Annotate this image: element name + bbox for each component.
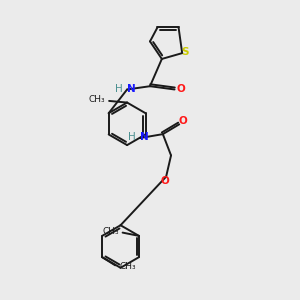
Text: H: H xyxy=(128,132,136,142)
Text: N: N xyxy=(127,84,136,94)
Text: N: N xyxy=(140,132,149,142)
Text: O: O xyxy=(178,116,187,126)
Text: CH₃: CH₃ xyxy=(119,262,136,271)
Text: O: O xyxy=(160,176,169,186)
Text: H: H xyxy=(116,84,123,94)
Text: S: S xyxy=(181,47,188,58)
Text: CH₃: CH₃ xyxy=(88,95,105,104)
Text: O: O xyxy=(176,84,185,94)
Text: CH₃: CH₃ xyxy=(102,227,119,236)
